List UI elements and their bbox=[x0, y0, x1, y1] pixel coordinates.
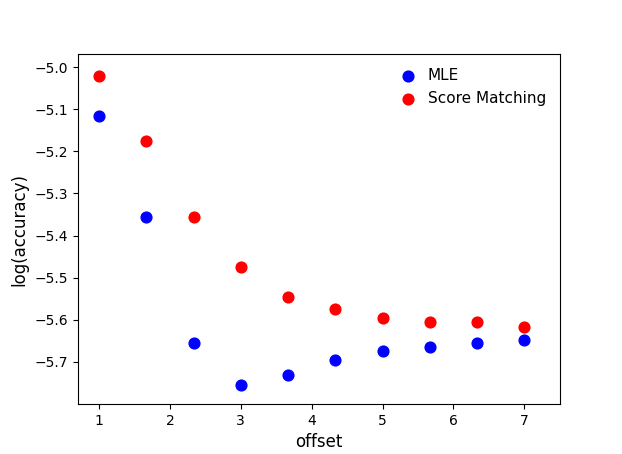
MLE bbox=[519, 336, 529, 344]
Score Matching bbox=[378, 314, 388, 321]
Score Matching bbox=[472, 318, 482, 326]
MLE bbox=[94, 112, 104, 119]
Score Matching bbox=[94, 72, 104, 79]
MLE bbox=[236, 381, 246, 389]
Score Matching bbox=[141, 137, 151, 144]
X-axis label: offset: offset bbox=[295, 433, 343, 451]
MLE bbox=[425, 344, 435, 351]
Score Matching bbox=[425, 318, 435, 326]
MLE bbox=[141, 213, 151, 220]
MLE bbox=[378, 348, 388, 355]
Score Matching bbox=[519, 324, 529, 331]
Legend: MLE, Score Matching: MLE, Score Matching bbox=[386, 62, 552, 112]
MLE bbox=[472, 339, 482, 346]
Score Matching bbox=[283, 293, 293, 300]
Score Matching bbox=[236, 263, 246, 271]
Score Matching bbox=[188, 213, 198, 220]
MLE bbox=[330, 356, 340, 364]
Score Matching bbox=[330, 306, 340, 313]
MLE bbox=[283, 371, 293, 378]
Y-axis label: log(accuracy): log(accuracy) bbox=[11, 173, 29, 286]
MLE bbox=[188, 339, 198, 346]
